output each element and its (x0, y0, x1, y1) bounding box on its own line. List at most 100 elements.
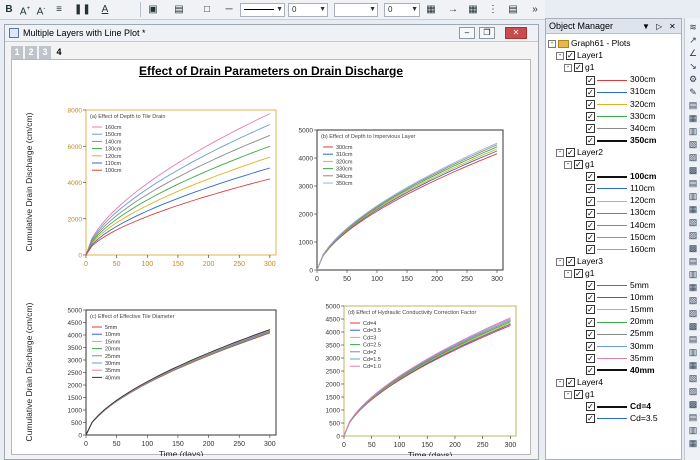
collapse-icon[interactable]: - (556, 148, 564, 157)
checkbox[interactable] (586, 135, 595, 147)
checkbox[interactable] (574, 62, 583, 74)
font-shrink-icon[interactable]: A- (36, 6, 46, 18)
side-tool-icon[interactable]: ▨ (688, 230, 698, 240)
side-tool-icon[interactable]: ▦ (688, 438, 698, 448)
side-tool-icon[interactable]: ▩ (688, 243, 698, 253)
tree-layer-3[interactable]: -Layer3 (556, 255, 603, 268)
align-icon[interactable]: ≡ (56, 4, 62, 15)
tree-group-2[interactable]: -g1 (564, 158, 594, 171)
tree-item-2-3[interactable]: 120cm (586, 194, 656, 208)
side-tool-icon[interactable]: ▤ (688, 100, 698, 110)
side-tool-icon[interactable]: ▧ (688, 139, 698, 149)
tree-item-1-6[interactable]: 350cm (586, 134, 656, 147)
dropdown-icon[interactable]: ▼ (642, 22, 650, 31)
side-tool-icon[interactable]: ▦ (688, 204, 698, 214)
layer-tab-4[interactable]: 4 (53, 46, 65, 59)
bold-icon[interactable]: B (5, 4, 13, 15)
tree-item-2-4[interactable]: 130cm (586, 206, 656, 220)
tree-item-3-2[interactable]: 10mm (586, 291, 654, 304)
table-icon[interactable]: ▤ (508, 4, 518, 15)
dots-icon[interactable]: ⋮ (488, 4, 498, 15)
side-tool-icon[interactable]: ▦ (688, 282, 698, 292)
side-tool-icon[interactable]: ↗ (689, 35, 697, 45)
side-tool-icon[interactable]: ▤ (688, 256, 698, 266)
line-style-value-combo[interactable]: 0 ▼ (384, 3, 420, 17)
tree-item-2-1[interactable]: 100cm (586, 170, 656, 183)
pattern-icon[interactable]: ▤ (174, 4, 184, 15)
tree-item-1-5[interactable]: 340cm (586, 122, 656, 135)
tree-item-2-6[interactable]: 150cm (586, 231, 656, 244)
tree-item-3-5[interactable]: 25mm (586, 327, 654, 341)
tree-group-4[interactable]: -g1 (564, 388, 594, 401)
graph-page[interactable]: Effect of Drain Parameters on Drain Disc… (11, 59, 531, 456)
checkbox[interactable] (586, 111, 595, 123)
side-tool-icon[interactable]: ▧ (688, 295, 698, 305)
collapse-icon[interactable]: - (556, 257, 564, 266)
tree-item-2-5[interactable]: 140cm (586, 219, 656, 232)
tree-item-3-4[interactable]: 20mm (586, 315, 654, 329)
graph-window-titlebar[interactable]: Multiple Layers with Line Plot * – ❐ ✕ (5, 25, 538, 42)
minimize-icon[interactable]: – (459, 27, 475, 39)
checkbox[interactable] (574, 159, 583, 171)
collapse-icon[interactable]: - (548, 39, 556, 48)
side-tool-icon[interactable]: ▥ (688, 347, 698, 357)
side-tool-icon[interactable]: ▥ (688, 191, 698, 201)
checkbox[interactable] (586, 123, 595, 135)
border-icon[interactable]: □ (203, 4, 211, 15)
side-tool-icon[interactable]: ▩ (688, 321, 698, 331)
checkbox[interactable] (586, 329, 595, 341)
checkbox[interactable] (574, 268, 583, 280)
line-style-combo[interactable]: ▼ (240, 3, 285, 17)
checkbox[interactable] (566, 256, 575, 268)
checkbox[interactable] (566, 147, 575, 159)
side-tool-icon[interactable]: ▤ (688, 412, 698, 422)
collapse-icon[interactable]: - (564, 160, 572, 169)
checkbox[interactable] (586, 183, 595, 195)
tree-group-3[interactable]: -g1 (564, 267, 594, 280)
more-icon[interactable]: » (532, 4, 538, 15)
tree-item-3-1[interactable]: 5mm (586, 279, 649, 292)
side-tool-icon[interactable]: ▥ (688, 126, 698, 136)
checkbox[interactable] (586, 353, 595, 365)
checkbox[interactable] (586, 304, 595, 316)
close-icon[interactable]: ✕ (669, 22, 676, 31)
side-tool-icon[interactable]: ≋ (689, 22, 697, 32)
checkbox[interactable] (586, 365, 595, 377)
tree-item-2-7[interactable]: 160cm (586, 243, 656, 256)
checkbox[interactable] (586, 244, 595, 256)
checkbox[interactable] (586, 220, 595, 232)
side-tool-icon[interactable]: ▦ (688, 113, 698, 123)
arrow-icon[interactable]: → (448, 4, 458, 15)
tree-item-3-3[interactable]: 15mm (586, 303, 654, 316)
checkbox[interactable] (586, 401, 595, 413)
checkbox[interactable] (566, 377, 575, 389)
tree-group-1[interactable]: -g1 (564, 61, 594, 74)
collapse-icon[interactable]: - (564, 269, 572, 278)
side-tool-icon[interactable]: ▨ (688, 386, 698, 396)
tree-item-1-4[interactable]: 330cm (586, 110, 656, 123)
layer-tab-1[interactable]: 1 (11, 46, 23, 59)
layer-tab-2[interactable]: 2 (25, 46, 37, 59)
checkbox[interactable] (586, 317, 595, 329)
tree-layer-2[interactable]: -Layer2 (556, 146, 603, 159)
side-tool-icon[interactable]: ▦ (688, 360, 698, 370)
side-tool-icon[interactable]: ▨ (688, 308, 698, 318)
layer-tab-3[interactable]: 3 (39, 46, 51, 59)
tree-item-1-1[interactable]: 300cm (586, 73, 656, 87)
tree-item-2-2[interactable]: 110cm (586, 182, 655, 195)
restore-icon[interactable]: ❐ (479, 27, 495, 39)
checkbox[interactable] (586, 413, 595, 425)
fill-icon[interactable]: ▣ (148, 4, 158, 15)
side-tool-icon[interactable]: ∠ (688, 48, 698, 58)
checkbox[interactable] (566, 50, 575, 62)
side-tool-icon[interactable]: ▨ (688, 152, 698, 162)
tree-item-3-6[interactable]: 30mm (586, 340, 654, 353)
font-color-icon[interactable]: A (101, 4, 109, 15)
close-icon[interactable]: ✕ (505, 27, 527, 39)
side-tool-icon[interactable]: ▧ (688, 217, 698, 227)
tree-root[interactable]: - Graph61 - Plots (548, 37, 631, 49)
side-tool-icon[interactable]: ⚙ (688, 74, 698, 84)
tree-item-4-1[interactable]: Cd=4 (586, 400, 651, 413)
checkbox[interactable] (586, 232, 595, 244)
collapse-icon[interactable]: - (564, 390, 572, 399)
